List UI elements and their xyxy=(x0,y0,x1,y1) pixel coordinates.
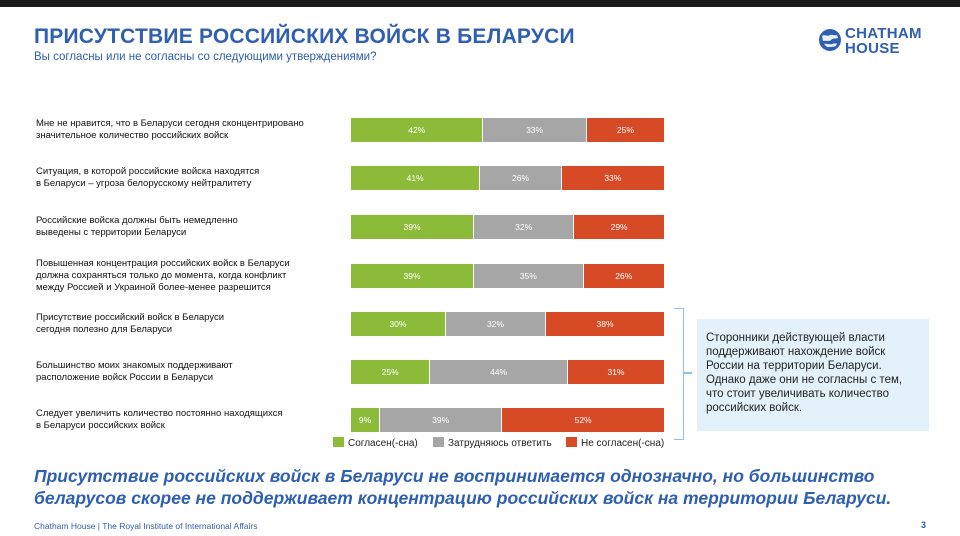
top-bar xyxy=(0,0,960,7)
data-label: 44% xyxy=(490,367,508,377)
legend-item: Затрудняюсь ответить xyxy=(433,437,552,449)
bar-segment: 32% xyxy=(473,215,574,239)
row-label-line: расположение войск России в Беларуси xyxy=(36,372,214,383)
data-label: 38% xyxy=(596,319,614,329)
bar-segment: 52% xyxy=(501,408,664,432)
row-label: Большинство моих знакомых поддерживают ра… xyxy=(36,360,336,384)
logo-line-2: HOUSE xyxy=(845,40,900,57)
row-label-line: Российские войска должны быть немедленно xyxy=(36,215,238,226)
data-label: 29% xyxy=(610,222,628,232)
row-label-line: сегодня полезно для Беларуси xyxy=(36,324,173,335)
row-label-line: Повышенная концентрация российских войск… xyxy=(36,258,290,269)
bar-segment: 30% xyxy=(351,312,445,336)
page-title: ПРИСУТСТВИЕ РОССИЙСКИХ ВОЙСК В БЕЛАРУСИ xyxy=(34,25,575,48)
legend-label: Не согласен(-сна) xyxy=(581,438,665,449)
logo-text: CHATHAM HOUSE xyxy=(845,26,922,56)
data-label: 25% xyxy=(616,125,634,135)
legend-swatch xyxy=(566,437,577,447)
row-label-line: Ситуация, в которой российские войска на… xyxy=(36,166,260,177)
data-label: 41% xyxy=(406,173,424,183)
data-label: 33% xyxy=(526,125,544,135)
conclusion-text: Присутствие российских войск в Беларуси … xyxy=(34,466,892,508)
data-label: 32% xyxy=(515,222,533,232)
bar-segment: 29% xyxy=(573,215,664,239)
stacked-bar-chart: Мне не нравится, что в Беларуси сегодня … xyxy=(0,100,960,460)
data-label: 33% xyxy=(604,173,622,183)
note-box: Сторонники действующей власти поддержива… xyxy=(697,319,929,431)
bar-segment: 25% xyxy=(351,360,430,384)
legend-item: Не согласен(-сна) xyxy=(566,437,664,449)
bar-segment: 9% xyxy=(351,408,380,432)
bar-segment: 26% xyxy=(479,166,561,190)
row-label-line: значительное количество российских войск xyxy=(36,130,229,141)
row-label-line: Мне не нравится, что в Беларуси сегодня … xyxy=(36,118,304,129)
bar-segment: 26% xyxy=(582,264,664,288)
row-label-line: в Беларуси российских войск xyxy=(36,420,165,431)
row-label: Российские войска должны быть немедленно… xyxy=(36,215,336,239)
bar-segment: 32% xyxy=(444,312,546,336)
row-label-line: Большинство моих знакомых поддерживают xyxy=(36,360,233,371)
globe-icon xyxy=(819,29,841,51)
row-label: Повышенная концентрация российских войск… xyxy=(36,258,336,294)
data-label: 31% xyxy=(607,367,625,377)
bar-segment: 41% xyxy=(351,166,480,190)
bar-segment: 25% xyxy=(585,118,664,142)
logo-line-1: CHATHAM xyxy=(845,25,922,42)
note-bracket xyxy=(674,308,684,440)
data-label: 26% xyxy=(615,271,633,281)
bar-segment: 44% xyxy=(429,360,567,384)
row-label-line: Следует увеличить количество постоянно н… xyxy=(36,408,283,419)
footer-text: Chatham House | The Royal Institute of I… xyxy=(34,521,258,531)
legend-label: Затрудняюсь ответить xyxy=(448,438,552,449)
bar-segment: 35% xyxy=(473,264,583,288)
bar-segment: 42% xyxy=(351,118,483,142)
row-label-line: Присутствие российский войск в Беларуси xyxy=(36,312,225,323)
note-bracket-tick xyxy=(684,372,692,374)
row-label-line: между Россией и Украиной более-менее раз… xyxy=(36,282,271,293)
row-label-line: выведены с территории Беларуси xyxy=(36,227,187,238)
bar-segment: 39% xyxy=(379,408,502,432)
legend-swatch xyxy=(333,437,344,447)
row-label: Ситуация, в которой российские войска на… xyxy=(36,166,336,190)
data-label: 32% xyxy=(486,319,504,329)
legend-item: Согласен(-сна) xyxy=(333,437,418,449)
data-label: 39% xyxy=(403,271,421,281)
bar-segment: 39% xyxy=(351,264,474,288)
data-label: 39% xyxy=(403,222,421,232)
note-text: Сторонники действующей власти поддержива… xyxy=(706,332,903,414)
data-label: 42% xyxy=(408,125,426,135)
row-label: Следует увеличить количество постоянно н… xyxy=(36,408,336,432)
bar-segment: 38% xyxy=(545,312,664,336)
data-label: 9% xyxy=(358,415,372,425)
data-label: 30% xyxy=(389,319,407,329)
legend-label: Согласен(-сна) xyxy=(348,438,418,449)
legend-swatch xyxy=(433,437,444,447)
bar-segment: 33% xyxy=(560,166,664,190)
bar-segment: 39% xyxy=(351,215,474,239)
row-label: Присутствие российский войск в Беларуси с… xyxy=(36,312,336,336)
row-label: Мне не нравится, что в Беларуси сегодня … xyxy=(36,118,336,142)
page-number: 3 xyxy=(921,520,927,530)
bar-segment: 31% xyxy=(566,360,664,384)
data-label: 52% xyxy=(574,415,592,425)
chatham-house-logo: CHATHAM HOUSE xyxy=(818,26,938,62)
row-label-line: в Беларуси – угроза белорусскому нейтрал… xyxy=(36,178,252,189)
data-label: 26% xyxy=(512,173,530,183)
row-label-line: должна сохраняться только до момента, ко… xyxy=(36,270,287,281)
data-label: 25% xyxy=(381,367,399,377)
bar-segment: 33% xyxy=(482,118,586,142)
data-label: 39% xyxy=(432,415,450,425)
data-label: 35% xyxy=(519,271,537,281)
page-subtitle: Вы согласны или не согласны со следующим… xyxy=(34,51,377,63)
